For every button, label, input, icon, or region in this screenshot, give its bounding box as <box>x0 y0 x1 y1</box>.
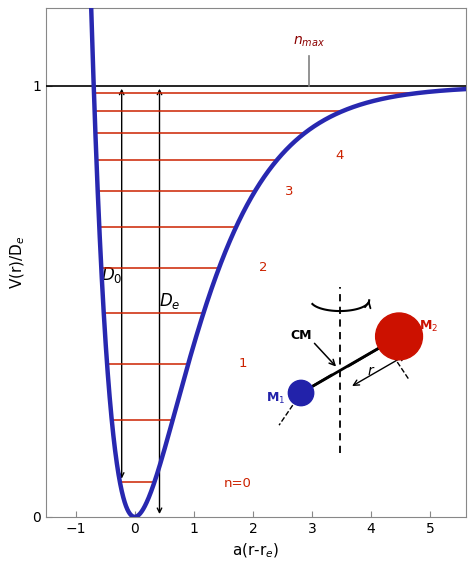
Text: n$_{max}$: n$_{max}$ <box>293 35 325 49</box>
Text: 4: 4 <box>336 149 344 162</box>
Text: 1: 1 <box>238 357 246 370</box>
Text: $D_e$: $D_e$ <box>159 291 181 311</box>
Text: n=0: n=0 <box>223 477 251 490</box>
Text: 3: 3 <box>285 185 294 198</box>
Text: 2: 2 <box>259 261 267 274</box>
Text: $D_0$: $D_0$ <box>101 265 122 285</box>
X-axis label: a(r-r$_e$): a(r-r$_e$) <box>232 541 279 559</box>
Y-axis label: V(r)/D$_e$: V(r)/D$_e$ <box>9 236 27 290</box>
